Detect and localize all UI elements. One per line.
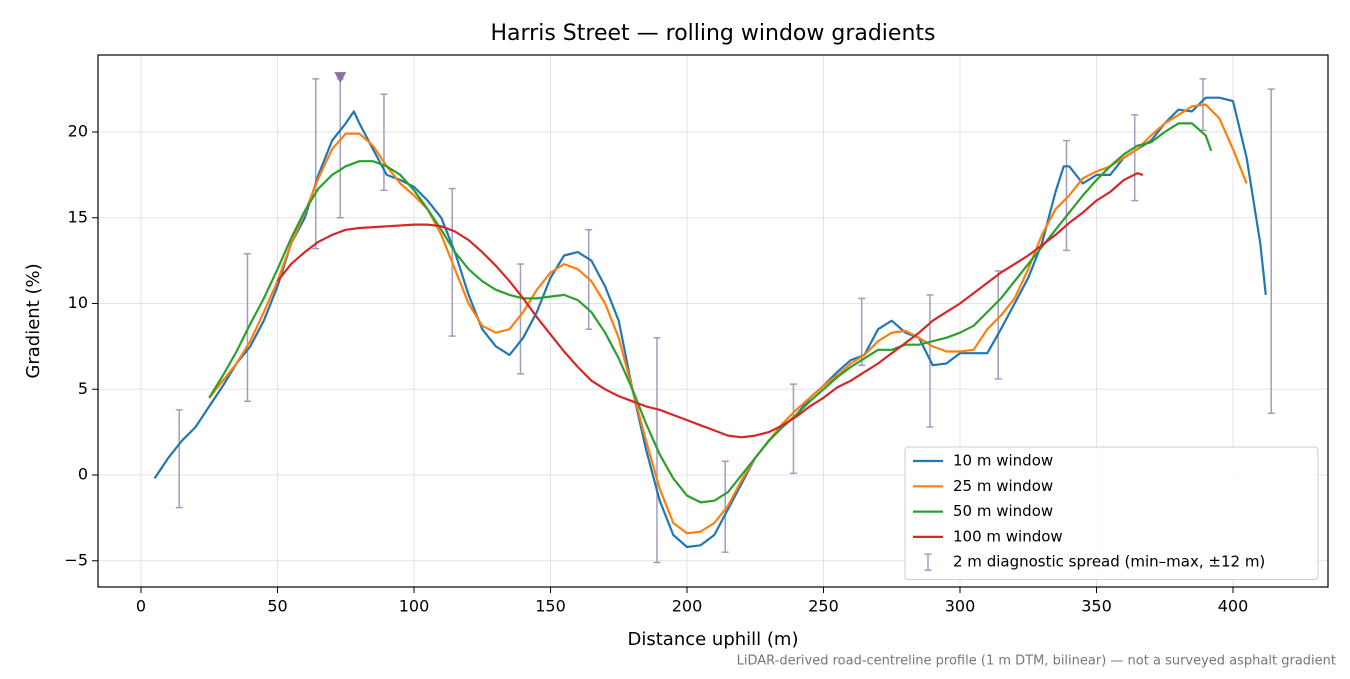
x-tick-label: 100 bbox=[399, 597, 430, 616]
x-tick-label: 350 bbox=[1081, 597, 1112, 616]
y-tick-label: 10 bbox=[68, 293, 88, 312]
x-tick-label: 150 bbox=[535, 597, 566, 616]
error-bar bbox=[312, 78, 320, 250]
y-tick-label: 0 bbox=[78, 465, 88, 484]
series-line bbox=[208, 103, 1248, 535]
legend-label: 100 m window bbox=[953, 527, 1063, 545]
error-bar bbox=[175, 409, 183, 509]
y-axis-label: Gradient (%) bbox=[23, 263, 44, 378]
error-bar bbox=[516, 263, 524, 375]
y-tick-label: 15 bbox=[68, 207, 88, 226]
error-bar bbox=[858, 297, 866, 366]
legend-label: 2 m diagnostic spread (min–max, ±12 m) bbox=[953, 553, 1265, 571]
chart-title: Harris Street — rolling window gradients bbox=[491, 21, 936, 46]
error-bar bbox=[1062, 139, 1070, 252]
error-bar bbox=[994, 270, 1002, 380]
legend-box bbox=[904, 446, 1319, 580]
legend-swatch bbox=[924, 553, 932, 571]
error-bar bbox=[1131, 114, 1139, 202]
x-tick-label: 200 bbox=[672, 597, 703, 616]
error-bar bbox=[789, 383, 797, 475]
legend-label: 50 m window bbox=[953, 502, 1053, 520]
x-tick-label: 0 bbox=[136, 597, 146, 616]
x-tick-label: 50 bbox=[267, 597, 287, 616]
legend-label: 10 m window bbox=[953, 452, 1053, 470]
x-tick-label: 250 bbox=[808, 597, 839, 616]
x-tick-label: 400 bbox=[1218, 597, 1249, 616]
plot-frame bbox=[97, 54, 1329, 588]
peak-marker bbox=[334, 72, 347, 84]
error-bar bbox=[380, 93, 388, 192]
error-bar bbox=[1267, 88, 1275, 415]
y-tick-label: −5 bbox=[64, 550, 88, 569]
x-axis-label: Distance uphill (m) bbox=[628, 629, 799, 650]
series-line bbox=[153, 96, 1267, 549]
error-bar bbox=[721, 460, 729, 553]
x-tick-label: 300 bbox=[945, 597, 976, 616]
legend-label: 25 m window bbox=[953, 477, 1053, 495]
series-line bbox=[276, 172, 1144, 439]
y-tick-label: 20 bbox=[68, 122, 88, 141]
footnote: LiDAR-derived road-centreline profile (1… bbox=[737, 654, 1336, 669]
series-line bbox=[208, 122, 1213, 504]
y-tick-label: 5 bbox=[78, 379, 88, 398]
